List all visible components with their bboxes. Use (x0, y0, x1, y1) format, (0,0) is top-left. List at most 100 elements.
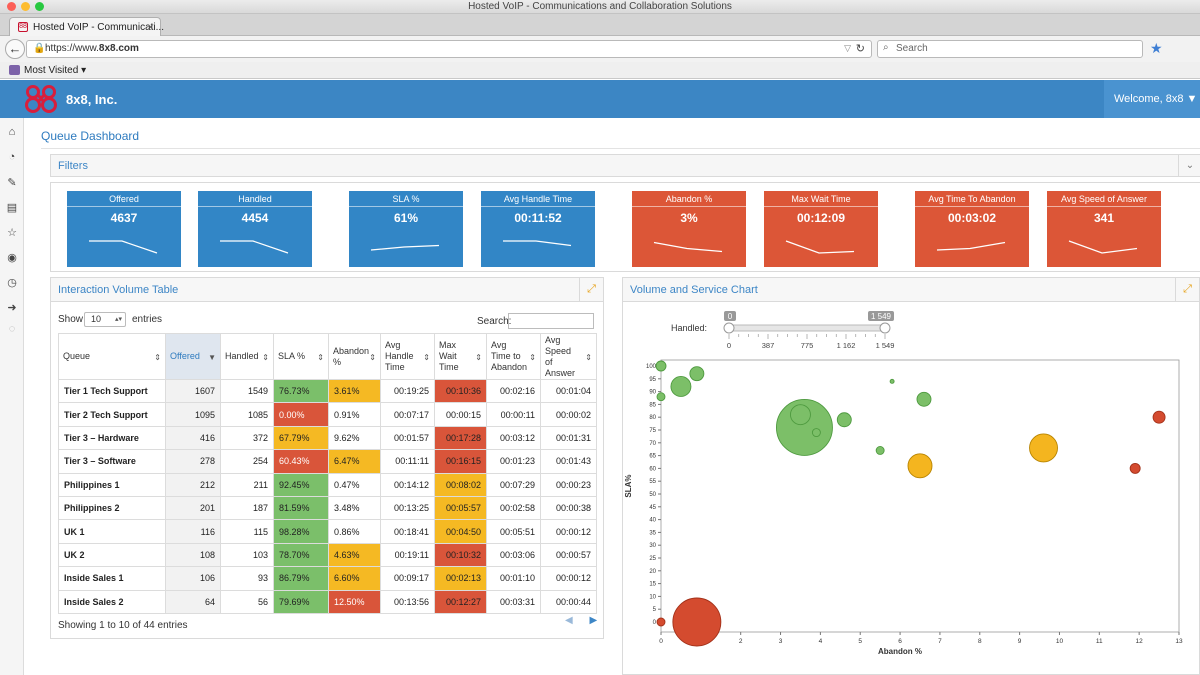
column-header[interactable]: Avg Time to Abandon ⇕ (486, 333, 541, 380)
table-row[interactable]: Tier 3 – Software 278 254 60.43% 6.47% 00:11:… (58, 449, 597, 474)
data-point-green[interactable] (655, 360, 667, 372)
y-tick-label: 20 (649, 569, 656, 575)
data-point-green[interactable] (889, 378, 895, 384)
next-page-icon[interactable]: ▶ (589, 615, 598, 626)
slider-tick-label: 0 (727, 341, 731, 350)
bookmark-most-visited[interactable]: Most Visited ▾ (24, 65, 87, 76)
chevron-down-icon[interactable]: ⌄ (1178, 155, 1200, 176)
data-point-yellow[interactable] (907, 453, 933, 479)
y-tick-label: 25 (649, 556, 656, 562)
sort-icon[interactable]: ⇕ (475, 353, 482, 362)
prev-page-icon[interactable]: ◀ (565, 615, 573, 626)
table-cell: 00:07:17 (380, 402, 435, 427)
table-row[interactable]: UK 2 108 103 78.70% 4.63% 00:19:11 00:10:32 00:… (58, 542, 597, 568)
data-point-red[interactable] (1129, 462, 1141, 474)
column-header[interactable]: Avg Handle Time ⇕ (380, 333, 435, 380)
data-point-yellow[interactable] (1029, 433, 1058, 463)
back-button[interactable]: ← (5, 39, 25, 59)
column-header[interactable]: Handled ⇕ (220, 333, 274, 380)
table-cell: 6.60% (328, 566, 381, 591)
table-row[interactable]: UK 1 116 115 98.28% 0.86% 00:18:41 00:04:50 00:… (58, 519, 597, 544)
x-axis-label: Abandon % (878, 647, 922, 656)
data-point-green[interactable] (689, 366, 705, 382)
slider-min-handle[interactable] (723, 322, 735, 334)
column-header[interactable]: Max Wait Time ⇕ (434, 333, 487, 380)
close-window-icon[interactable] (7, 2, 16, 11)
column-header[interactable]: Avg Speed of Answer ⇕ (540, 333, 597, 380)
data-point-green[interactable] (875, 446, 885, 455)
table-cell: 00:02:16 (486, 378, 541, 404)
table-row[interactable]: Tier 2 Tech Support 1095 1085 0.00% 0.91% 00:… (58, 402, 597, 427)
data-point-red[interactable] (1152, 410, 1166, 424)
column-header[interactable]: SLA % ⇕ (273, 333, 329, 380)
data-point-green[interactable] (811, 428, 821, 438)
maximize-window-icon[interactable] (35, 2, 44, 11)
lock-icon: 🔒 (33, 43, 46, 54)
table-cell: 00:02:13 (434, 566, 487, 591)
table-row[interactable]: Tier 3 – Hardware 416 372 67.79% 9.62% 00:01:… (58, 425, 597, 451)
browser-search-input[interactable]: ⌕ Search (877, 40, 1143, 58)
search-placeholder: Search (896, 43, 928, 54)
data-point-green[interactable] (790, 404, 811, 426)
data-point-red[interactable] (672, 597, 722, 647)
sort-icon[interactable]: ⇕ (369, 353, 376, 362)
dashboard-icon[interactable]: ◔ (8, 151, 16, 163)
expand-icon[interactable]: ⤢ (1175, 278, 1199, 301)
column-header[interactable]: Abandon % ⇕ (328, 333, 381, 380)
sort-icon[interactable]: ⇕ (154, 353, 161, 362)
kpi-tile-offered: Offered 4637 (67, 191, 181, 267)
sort-icon[interactable]: ⇕ (585, 353, 592, 362)
signout-icon[interactable]: ➜ (7, 302, 17, 314)
table-cell: 00:17:28 (434, 425, 487, 451)
sort-icon[interactable]: ⇕ (529, 353, 536, 362)
clock-icon[interactable]: ◷ (7, 277, 17, 289)
data-point-green[interactable] (670, 376, 692, 397)
y-tick-label: 65 (649, 454, 656, 460)
column-label: Handled (225, 351, 259, 361)
kpi-value: 61% (393, 211, 419, 225)
slider-max-handle[interactable] (879, 322, 891, 334)
table-cell: 00:09:17 (380, 566, 435, 591)
slider-track[interactable] (728, 324, 886, 332)
edit-icon[interactable]: ✎ (7, 177, 17, 189)
page-length-select[interactable]: 10 ▴▾ (84, 312, 126, 327)
filters-bar[interactable]: Filters ⌄ (50, 154, 1200, 177)
document-icon[interactable]: ▤ (6, 202, 18, 214)
table-row[interactable]: Philippines 1 212 211 92.45% 0.47% 00:14:12 00… (58, 472, 597, 497)
table-row[interactable]: Tier 1 Tech Support 1607 1549 76.73% 3.61% 00… (58, 378, 597, 404)
address-bar[interactable]: 🔒 https://www.8x8.com ▽ ↻ (26, 40, 872, 58)
table-row[interactable]: Philippines 2 201 187 81.59% 3.48% 00:13:25 00… (58, 495, 597, 521)
reload-icon[interactable]: ↻ (855, 43, 865, 55)
table-info: Showing 1 to 10 of 44 entries (58, 620, 188, 631)
eye-icon[interactable]: ◉ (7, 252, 17, 264)
expand-icon[interactable]: ⤢ (579, 278, 603, 301)
table-row[interactable]: Inside Sales 1 106 93 86.79% 6.60% 00:09:17 00… (58, 566, 597, 591)
collapse-icon[interactable]: ◌ (8, 323, 16, 335)
tab-close-icon[interactable]: × (146, 20, 154, 34)
data-point-red[interactable] (656, 617, 666, 627)
home-icon[interactable]: ⌂ (8, 126, 16, 138)
sort-icon[interactable]: ⇕ (423, 353, 430, 362)
sort-icon[interactable]: ⇕ (262, 353, 269, 362)
kpi-tile-avg-speed-of-answer: Avg Speed of Answer 341 (1047, 191, 1161, 267)
y-tick-label: 10 (649, 594, 656, 600)
table-cell: 00:03:31 (486, 589, 541, 614)
table-search-input[interactable] (508, 313, 594, 329)
column-header[interactable]: Queue ⇕ (58, 333, 166, 380)
data-point-green[interactable] (836, 412, 852, 428)
table-cell: 00:00:11 (486, 402, 541, 427)
data-point-green[interactable] (656, 392, 666, 402)
bookmark-star-icon[interactable]: ★ (1150, 40, 1163, 56)
url-dropdown-icon[interactable]: ▽ (844, 43, 851, 53)
column-header[interactable]: Offered ▼ (165, 333, 221, 380)
user-menu[interactable]: Welcome, 8x8 ▼ (1104, 80, 1200, 118)
star-icon[interactable]: ☆ (7, 227, 17, 239)
table-cell: 00:10:32 (434, 542, 487, 568)
browser-tab[interactable]: 88 Hosted VoIP - Communicati... × (9, 17, 164, 36)
sort-desc-icon[interactable]: ▼ (208, 353, 216, 362)
sort-icon[interactable]: ⇕ (317, 353, 324, 362)
show-label: Show (58, 314, 84, 325)
minimize-window-icon[interactable] (21, 2, 30, 11)
data-point-green[interactable] (916, 391, 932, 407)
table-row[interactable]: Inside Sales 2 64 56 79.69% 12.50% 00:13:56 00… (58, 589, 597, 614)
